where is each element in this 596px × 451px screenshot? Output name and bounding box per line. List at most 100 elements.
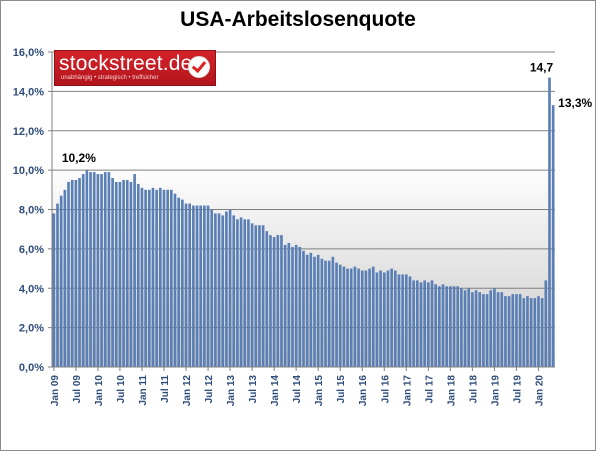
y-tick-label: 2,0%: [19, 323, 44, 335]
bar: [393, 270, 397, 367]
bar: [537, 296, 540, 367]
bar: [548, 77, 551, 367]
bar: [302, 250, 305, 367]
bar: [56, 203, 59, 367]
bar: [276, 235, 280, 367]
bar: [147, 189, 151, 367]
bar: [107, 172, 111, 367]
bar: [67, 181, 70, 367]
bar: [287, 242, 291, 367]
bar: [515, 294, 518, 367]
x-tick-label: Jan 14: [270, 375, 281, 407]
bar: [140, 187, 144, 367]
bar: [485, 294, 489, 367]
logo-wordmark: stockstreet.de: [59, 52, 193, 75]
bar: [408, 276, 412, 367]
bar: [500, 292, 504, 367]
bar: [467, 288, 471, 367]
bar: [368, 268, 371, 367]
bar: [155, 189, 158, 367]
x-tick-label: Jan 10: [94, 375, 105, 407]
bar: [203, 205, 206, 367]
bar: [261, 225, 265, 367]
bar: [184, 203, 188, 367]
bar: [540, 298, 544, 367]
bar: [70, 179, 74, 367]
x-tick-label: Jul 17: [424, 375, 435, 404]
bar: [382, 272, 386, 367]
bar: [52, 213, 56, 367]
bar: [349, 268, 353, 367]
bar: [335, 262, 338, 367]
bar: [283, 244, 287, 367]
bar: [85, 170, 89, 367]
bar: [309, 252, 313, 367]
bar: [125, 179, 129, 367]
bar: [423, 280, 426, 367]
bar: [401, 274, 404, 367]
y-tick-label: 4,0%: [19, 283, 44, 295]
bar: [239, 217, 243, 367]
bar: [441, 284, 445, 367]
bar: [533, 298, 537, 367]
bar: [327, 260, 331, 367]
x-tick-label: Jan 20: [534, 375, 545, 407]
x-tick-label: Jan 16: [358, 375, 369, 407]
bar: [526, 296, 529, 367]
x-tick-label: Jul 16: [380, 375, 391, 404]
x-tick-label: Jan 17: [402, 375, 413, 407]
chart-title: USA-Arbeitslosenquote: [180, 8, 416, 31]
bar: [452, 286, 456, 367]
bar: [221, 215, 225, 367]
bar: [474, 290, 478, 367]
bar: [254, 225, 258, 367]
x-tick-label: Jan 09: [50, 375, 61, 407]
x-tick-label: Jul 15: [336, 375, 347, 404]
bar: [111, 178, 114, 367]
bar: [518, 294, 522, 367]
bar: [81, 174, 85, 367]
bar: [415, 280, 419, 367]
bar: [496, 292, 500, 367]
bar: [144, 189, 147, 367]
bar: [404, 274, 408, 367]
bar: [59, 195, 63, 367]
data-label: 14,7: [530, 61, 554, 75]
bar: [63, 189, 67, 367]
bar: [96, 174, 100, 367]
y-tick-label: 6,0%: [19, 244, 44, 256]
bar: [133, 174, 136, 367]
bar: [210, 209, 214, 367]
bar: [342, 266, 346, 367]
bar: [478, 292, 482, 367]
x-tick-label: Jan 15: [314, 375, 325, 407]
bar: [397, 274, 401, 367]
bar: [375, 272, 379, 367]
bar: [100, 174, 103, 367]
x-tick-label: Jul 10: [116, 375, 127, 404]
bar: [158, 187, 162, 367]
bar: [438, 286, 441, 367]
bar: [338, 264, 342, 367]
bar: [236, 219, 239, 367]
bar: [173, 193, 177, 367]
y-tick-label: 8,0%: [19, 205, 44, 217]
bar: [305, 254, 309, 367]
bar: [298, 246, 302, 367]
bar: [192, 205, 195, 367]
bar: [522, 298, 526, 367]
bar: [195, 205, 199, 367]
bar: [243, 219, 247, 367]
bar: [371, 266, 375, 367]
bar: [419, 282, 423, 367]
bar: [151, 187, 155, 367]
bar: [504, 296, 507, 367]
y-tick-label: 14,0%: [13, 86, 44, 98]
bar: [188, 203, 192, 367]
bar: [166, 189, 169, 367]
checkmark-icon: [188, 56, 210, 78]
bar: [122, 179, 125, 367]
bar: [217, 213, 221, 367]
bar: [324, 260, 327, 367]
bar: [129, 181, 133, 367]
